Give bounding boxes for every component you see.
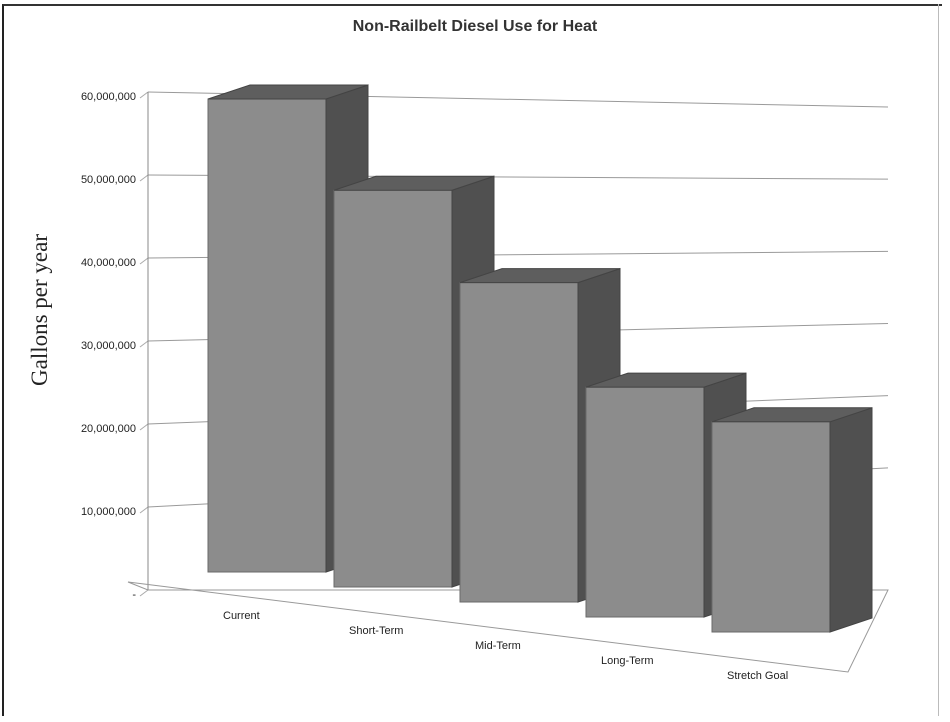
bar-top: [207, 84, 369, 100]
bar-side: [829, 407, 873, 633]
x-category-label: Stretch Goal: [727, 670, 788, 682]
bar-top: [459, 268, 621, 284]
x-category-label: Short-Term: [349, 625, 403, 637]
gridline-depth: [139, 174, 149, 182]
y-tick-label: 30,000,000: [81, 340, 136, 352]
y-tick-label: 20,000,000: [81, 423, 136, 435]
bar-front: [585, 386, 705, 618]
bar-front: [711, 421, 831, 633]
y-tick-label: 50,000,000: [81, 174, 136, 186]
gridline-depth: [139, 340, 149, 348]
bar-top: [711, 407, 873, 423]
chart-title: Non-Railbelt Diesel Use for Heat: [352, 18, 598, 35]
bar-top: [333, 175, 495, 191]
bar-front: [459, 282, 579, 603]
gridline-depth: [139, 91, 149, 99]
gridline-depth: [139, 423, 149, 431]
x-category-label: Long-Term: [601, 655, 654, 667]
page-border: [2, 4, 942, 716]
x-category-label: Current: [223, 610, 260, 622]
x-category-label: Mid-Term: [475, 640, 521, 652]
y-tick-label: 40,000,000: [81, 257, 136, 269]
y-tick-label: 10,000,000: [81, 506, 136, 518]
gridline-depth: [139, 589, 149, 597]
bar-top: [585, 372, 747, 388]
gridline-depth: [139, 506, 149, 514]
bar-front: [333, 189, 453, 588]
y-tick-label: 60,000,000: [81, 91, 136, 103]
bar-front: [207, 98, 327, 573]
y-tick-label: -: [132, 589, 136, 601]
gridline-depth: [139, 257, 149, 265]
bar: [711, 407, 873, 633]
page-border-right: [938, 4, 939, 716]
